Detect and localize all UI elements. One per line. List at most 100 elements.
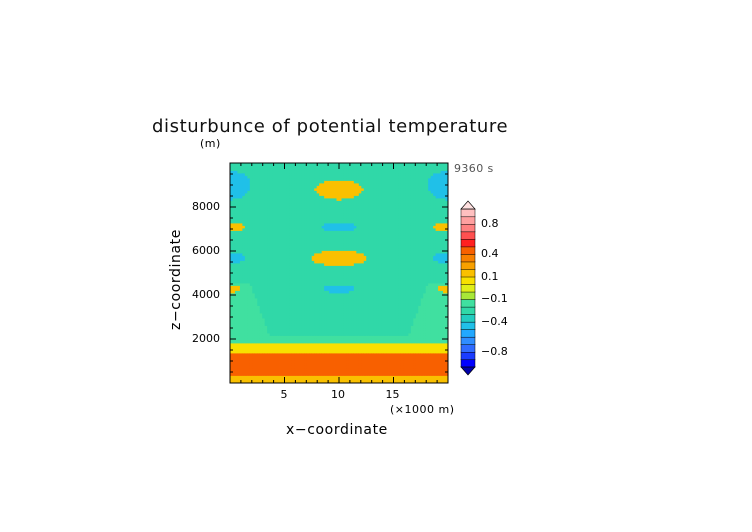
field-cell: [316, 180, 320, 184]
field-cell: [356, 360, 360, 364]
field-cell: [247, 195, 251, 199]
field-cell: [346, 335, 350, 339]
field-cell: [348, 175, 352, 179]
field-cell: [311, 318, 315, 321]
field-cell: [299, 293, 303, 296]
field-cell: [239, 188, 243, 191]
field-cell: [321, 188, 325, 191]
field-cell: [249, 363, 253, 366]
field-cell: [269, 250, 273, 254]
field-cell: [361, 175, 365, 179]
field-cell: [294, 330, 298, 334]
field-cell: [284, 273, 288, 276]
field-cell: [316, 178, 320, 181]
field-cell: [252, 365, 256, 369]
field-cell: [257, 175, 261, 179]
field-cell: [252, 288, 256, 291]
field-cell: [306, 380, 310, 384]
field-cell: [232, 188, 236, 191]
field-cell: [309, 313, 313, 316]
field-cell: [234, 348, 238, 351]
field-cell: [311, 208, 315, 211]
field-cell: [247, 283, 251, 286]
field-cell: [294, 365, 298, 369]
field-cell: [316, 333, 320, 336]
field-cell: [314, 288, 318, 291]
field-cell: [249, 325, 253, 329]
field-cell: [353, 178, 357, 181]
field-cell: [264, 163, 268, 166]
field-cell: [339, 335, 342, 339]
field-cell: [304, 215, 308, 219]
field-cell: [286, 330, 290, 334]
field-cell: [239, 203, 243, 206]
field-cell: [249, 313, 253, 316]
field-cell: [299, 188, 303, 191]
field-cell: [234, 380, 238, 384]
field-cell: [279, 263, 283, 266]
field-cell: [289, 203, 293, 206]
field-cell: [237, 235, 241, 239]
field-cell: [336, 240, 340, 244]
field-cell: [334, 225, 337, 229]
field-cell: [234, 355, 238, 359]
field-cell: [343, 198, 347, 201]
field-cell: [363, 323, 367, 326]
field-cell: [252, 235, 256, 239]
field-cell: [254, 323, 258, 326]
field-cell: [296, 285, 300, 289]
field-cell: [329, 198, 332, 201]
field-cell: [306, 353, 310, 356]
field-cell: [343, 250, 347, 254]
field-cell: [314, 178, 318, 181]
field-cell: [277, 303, 280, 306]
field-cell: [247, 238, 251, 241]
field-cell: [274, 205, 278, 209]
field-cell: [267, 348, 271, 351]
field-cell: [304, 243, 308, 246]
field-cell: [277, 268, 280, 271]
field-cell: [358, 203, 362, 206]
field-cell: [272, 208, 275, 211]
field-cell: [277, 208, 280, 211]
field-cell: [237, 173, 241, 176]
field-cell: [334, 175, 337, 179]
field-cell: [244, 250, 248, 254]
field-cell: [289, 300, 293, 304]
field-cell: [346, 340, 350, 344]
field-cell: [341, 275, 345, 279]
field-cell: [331, 308, 335, 311]
field-cell: [336, 253, 340, 256]
field-cell: [274, 248, 278, 251]
field-cell: [348, 340, 352, 344]
field-cell: [358, 325, 362, 329]
field-cell: [296, 268, 300, 271]
field-cell: [339, 368, 342, 371]
field-cell: [249, 205, 253, 209]
field-cell: [331, 203, 335, 206]
field-cell: [289, 230, 293, 234]
field-cell: [324, 218, 328, 221]
field-cell: [351, 280, 355, 284]
field-cell: [314, 260, 318, 264]
field-cell: [269, 260, 273, 264]
field-cell: [314, 238, 318, 241]
field-cell: [319, 228, 323, 231]
field-cell: [336, 193, 340, 196]
field-cell: [262, 315, 266, 319]
field-cell: [346, 173, 350, 176]
field-cell: [244, 205, 248, 209]
field-cell: [358, 360, 362, 364]
field-cell: [314, 355, 318, 359]
field-cell: [361, 228, 365, 231]
field-cell: [294, 273, 298, 276]
field-cell: [351, 183, 355, 186]
field-cell: [242, 293, 246, 296]
field-cell: [311, 195, 315, 199]
field-cell: [242, 373, 246, 376]
field-cell: [291, 240, 295, 244]
field-cell: [257, 345, 261, 349]
field-cell: [314, 310, 318, 314]
field-cell: [311, 175, 315, 179]
field-cell: [306, 310, 310, 314]
